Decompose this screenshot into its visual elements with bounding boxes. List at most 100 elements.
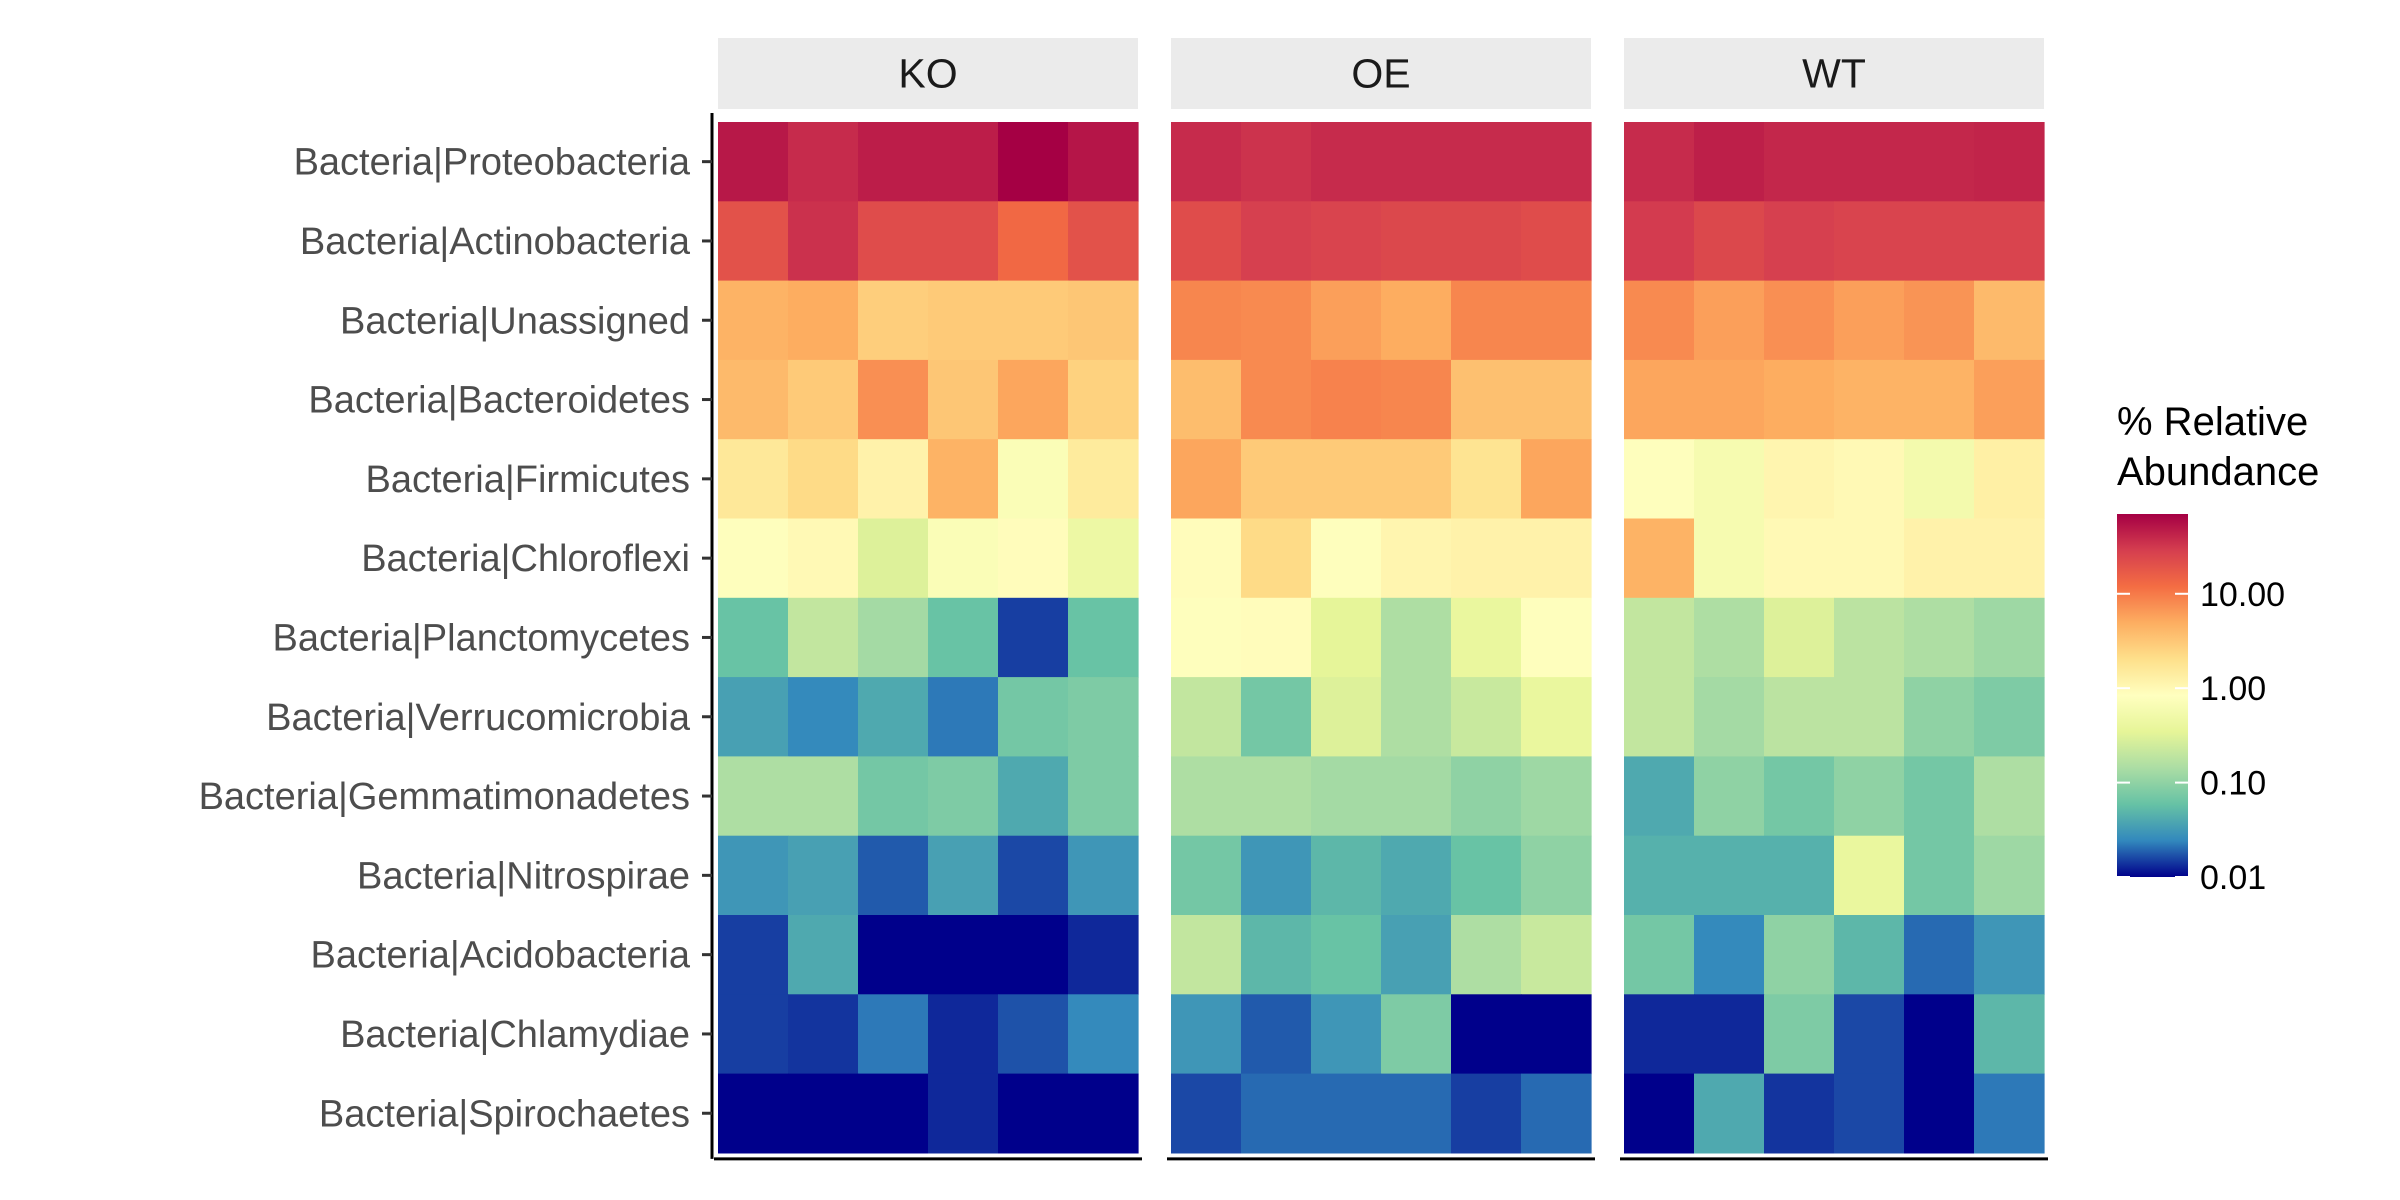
heatmap-cell xyxy=(858,439,929,520)
heatmap-cell xyxy=(1381,359,1452,440)
heatmap-cell xyxy=(788,915,859,995)
heatmap-cell xyxy=(718,122,789,202)
heatmap-cell xyxy=(1904,835,1975,916)
heatmap-cell xyxy=(1171,677,1242,757)
heatmap-cell xyxy=(858,518,929,599)
heatmap-cell xyxy=(1381,439,1452,520)
heatmap-cell xyxy=(1974,756,2045,837)
heatmap-cell xyxy=(1381,280,1452,361)
heatmap-cell xyxy=(928,280,999,361)
heatmap-cell xyxy=(998,756,1069,837)
heatmap-cell xyxy=(718,359,789,440)
heatmap-cell xyxy=(1624,280,1695,361)
heatmap-cell xyxy=(998,280,1069,361)
heatmap-cell xyxy=(1311,122,1382,202)
heatmap-cell xyxy=(1974,597,2045,678)
heatmap-cell xyxy=(1624,756,1695,837)
heatmap-cell xyxy=(1624,359,1695,440)
heatmap-cell xyxy=(1694,122,1765,202)
heatmap-cell xyxy=(1764,280,1835,361)
heatmap-cell xyxy=(998,518,1069,599)
heatmap-cell xyxy=(1381,756,1452,837)
legend-tick-label: 0.01 xyxy=(2200,859,2266,897)
heatmap-cell xyxy=(1694,201,1765,282)
heatmap-cell xyxy=(928,518,999,599)
heatmap-cell xyxy=(1068,280,1139,361)
heatmap-cell xyxy=(1068,201,1139,282)
heatmap-cell xyxy=(1694,597,1765,678)
heatmap-cell xyxy=(1068,835,1139,916)
heatmap-cell xyxy=(1624,597,1695,678)
heatmap-cell xyxy=(1241,677,1312,757)
heatmap-cell xyxy=(928,122,999,202)
heatmap-cell xyxy=(1451,994,1522,1075)
heatmap-cell xyxy=(1834,518,1905,599)
heatmap-cell xyxy=(718,201,789,282)
row-label: Bacteria|Verrucomicrobia xyxy=(266,697,691,739)
heatmap-cell xyxy=(1241,915,1312,995)
heatmap-cell xyxy=(1311,1073,1382,1154)
row-label: Bacteria|Firmicutes xyxy=(365,459,690,501)
heatmap-cell xyxy=(1171,756,1242,837)
heatmap-cell xyxy=(788,439,859,520)
heatmap-cell xyxy=(928,439,999,520)
heatmap-cell xyxy=(1171,439,1242,520)
heatmap-cell xyxy=(1451,756,1522,837)
heatmap-cell xyxy=(1764,122,1835,202)
heatmap-cell xyxy=(928,1073,999,1154)
heatmap-cell xyxy=(1834,756,1905,837)
heatmap-cell xyxy=(1311,915,1382,995)
heatmap-cell xyxy=(998,122,1069,202)
heatmap-cell xyxy=(858,994,929,1075)
heatmap-cell xyxy=(1834,994,1905,1075)
heatmap-cell xyxy=(1171,835,1242,916)
heatmap-cell xyxy=(1068,518,1139,599)
row-label: Bacteria|Actinobacteria xyxy=(300,221,691,263)
heatmap-cell xyxy=(788,518,859,599)
heatmap-cell xyxy=(1311,201,1382,282)
heatmap-cell xyxy=(998,677,1069,757)
heatmap-cell xyxy=(1241,439,1312,520)
color-legend: % Relative Abundance 0.01 0.10 1.00 10.00 xyxy=(2117,400,2319,897)
heatmap-cell xyxy=(1834,359,1905,440)
heatmap-cell xyxy=(1068,439,1139,520)
heatmap-cell xyxy=(718,518,789,599)
facet-strip-ko xyxy=(718,38,1138,109)
heatmap-cell xyxy=(1694,439,1765,520)
heatmap-cell xyxy=(1521,280,1592,361)
heatmap-cell xyxy=(858,201,929,282)
legend-title-line-2: Abundance xyxy=(2117,450,2319,494)
heatmap-cell xyxy=(1764,835,1835,916)
heatmap-cell xyxy=(1521,1073,1592,1154)
heatmap-cell xyxy=(1834,439,1905,520)
legend-ticks: 0.01 0.10 1.00 10.00 xyxy=(2117,576,2285,897)
heatmap-cell xyxy=(1311,597,1382,678)
heatmap-cell xyxy=(928,201,999,282)
heatmap-cell xyxy=(1171,201,1242,282)
heatmap-cell xyxy=(1381,677,1452,757)
heatmap-cell xyxy=(1694,994,1765,1075)
heatmap-cell xyxy=(1241,756,1312,837)
heatmap-cell xyxy=(928,915,999,995)
heatmap-cell xyxy=(1068,1073,1139,1154)
heatmap-cell xyxy=(788,835,859,916)
heatmap-cell xyxy=(1241,359,1312,440)
legend-tick-label: 1.00 xyxy=(2200,670,2266,708)
heatmap-cell xyxy=(1974,122,2045,202)
heatmap-cell xyxy=(1974,359,2045,440)
heatmap-cell xyxy=(788,359,859,440)
heatmap-cell xyxy=(1171,1073,1242,1154)
heatmap-cell xyxy=(1241,597,1312,678)
heatmap-cell xyxy=(1521,359,1592,440)
heatmap-cell xyxy=(928,835,999,916)
heatmap-cell xyxy=(1974,915,2045,995)
heatmap-cell xyxy=(1764,597,1835,678)
heatmap-cell xyxy=(1624,201,1695,282)
heatmap-cell xyxy=(1904,439,1975,520)
heatmap-cell xyxy=(1904,756,1975,837)
heatmap-cell xyxy=(1694,756,1765,837)
heatmap-cell xyxy=(1694,518,1765,599)
heatmap-cell xyxy=(1451,597,1522,678)
heatmap-cell xyxy=(1381,994,1452,1075)
heatmap-cell xyxy=(1241,518,1312,599)
